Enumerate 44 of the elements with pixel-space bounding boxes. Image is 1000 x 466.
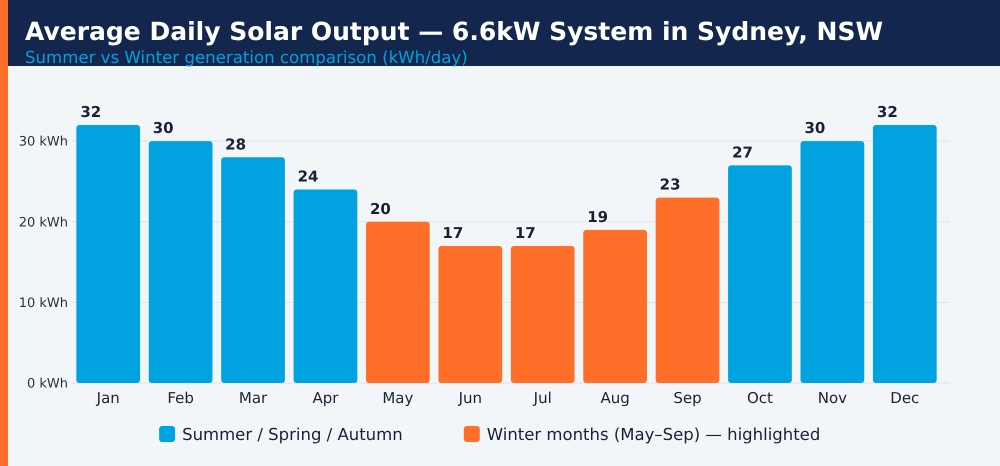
data-label: 27: [732, 143, 753, 162]
data-label: 20: [370, 200, 391, 218]
bar: [366, 222, 430, 383]
y-tick-label: 0 kWh: [26, 376, 68, 392]
bar: [294, 190, 358, 383]
y-tick-label: 30 kWh: [18, 134, 68, 150]
bar: [728, 165, 792, 383]
data-label: 32: [876, 103, 898, 121]
y-tick-label: 20 kWh: [18, 215, 68, 230]
x-tick-label: Apr: [312, 389, 340, 407]
y-tick-label: 10 kWh: [18, 296, 68, 311]
x-tick-label: Jan: [96, 389, 120, 407]
x-tick-label: Jul: [532, 389, 552, 407]
bar: [221, 157, 285, 383]
x-tick-label: May: [382, 389, 414, 407]
data-label: 30: [804, 119, 826, 138]
data-label: 32: [80, 103, 102, 121]
bar: [76, 125, 140, 383]
data-label: 17: [442, 224, 464, 242]
bar: [583, 230, 647, 383]
x-tick-label: Jun: [458, 389, 482, 407]
data-label: 19: [587, 208, 608, 226]
chart-title: Average Daily Solar Output — 6.6kW System in Sydney, NSW: [25, 17, 884, 46]
bar: [438, 246, 502, 383]
data-label: 24: [298, 168, 318, 186]
data-label: 23: [660, 176, 681, 194]
data-label: 17: [514, 224, 536, 242]
bar: [800, 141, 864, 383]
bar: [510, 246, 575, 383]
bar: [656, 198, 720, 383]
x-tick-label: Mar: [238, 389, 268, 407]
data-label: 28: [225, 135, 246, 154]
x-tick-label: Sep: [673, 389, 702, 407]
legend-label: Winter months (May–Sep) — highlighted: [486, 425, 820, 444]
x-tick-label: Aug: [600, 389, 630, 407]
legend-label: Summer / Spring / Autumn: [182, 425, 403, 444]
x-tick-label: Dec: [890, 389, 920, 407]
bar: [148, 141, 212, 383]
x-tick-label: Feb: [167, 389, 194, 407]
bar: [872, 125, 937, 383]
chart-subtitle: Summer vs Winter generation comparison (kWh/day): [25, 48, 468, 67]
x-tick-label: Nov: [818, 389, 848, 407]
data-label: 30: [152, 119, 174, 138]
x-tick-label: Oct: [746, 389, 774, 407]
